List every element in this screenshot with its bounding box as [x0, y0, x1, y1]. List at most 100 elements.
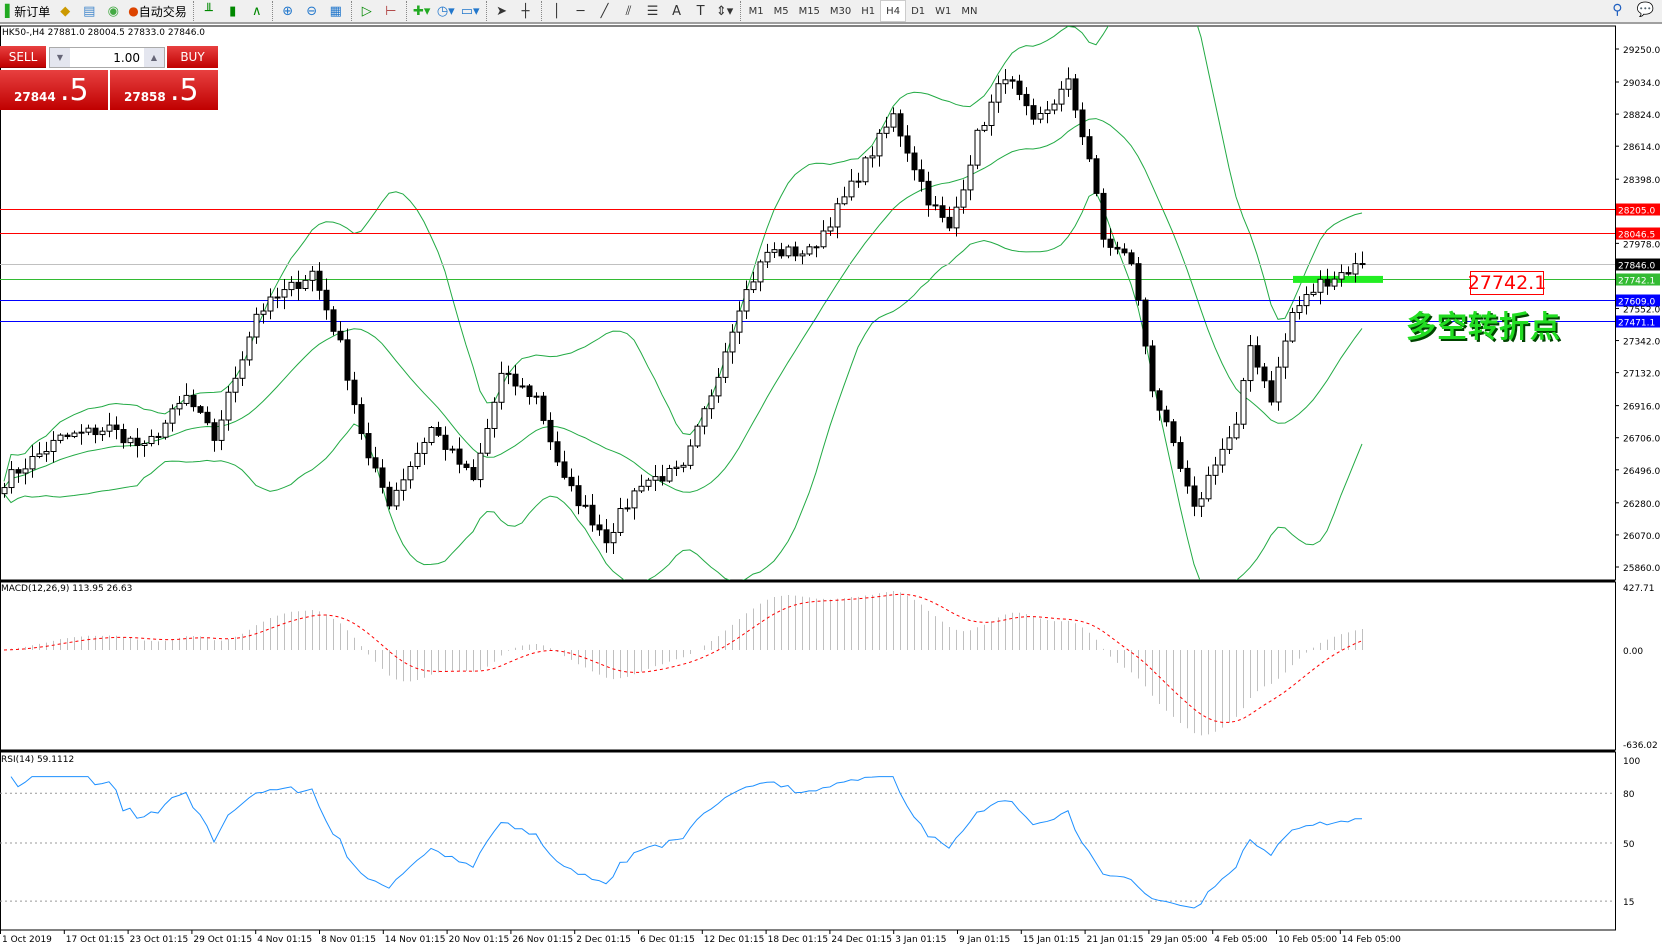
candle-bear: [1128, 252, 1135, 265]
candle-bull: [85, 427, 92, 433]
timeframe-w1[interactable]: W1: [935, 5, 952, 17]
fibonacci-icon[interactable]: ☰: [646, 3, 659, 19]
indicators-icon[interactable]: ✚▾: [413, 3, 431, 19]
candle: [988, 94, 995, 136]
rsi-axis-label: 100: [1623, 757, 1640, 767]
text-label-icon[interactable]: T: [696, 3, 705, 19]
timeframe-m30[interactable]: M30: [829, 5, 852, 17]
candle-bear: [316, 270, 323, 291]
price-tag-bg: [1616, 315, 1660, 328]
price-annotation-label[interactable]: 27742.1: [1467, 271, 1547, 295]
buy-button[interactable]: BUY: [167, 46, 218, 68]
price-axis-label: 29250.0: [1623, 46, 1660, 56]
sell-price-button[interactable]: 27844 .5: [0, 70, 108, 110]
sell-button[interactable]: SELL: [0, 46, 46, 68]
timeframe-mn[interactable]: MN: [961, 5, 978, 17]
price-tag-bg: [1616, 227, 1660, 240]
arrows-icon[interactable]: ⇕▾: [715, 3, 734, 19]
turning-point-annotation[interactable]: 多空转折点: [1406, 310, 1561, 345]
candle-bull: [701, 408, 708, 427]
zoom-out-icon[interactable]: ⊖: [306, 3, 318, 19]
horizontal-line-icon[interactable]: ─: [576, 3, 585, 19]
tile-windows-icon[interactable]: ▦: [329, 3, 342, 19]
candle: [659, 464, 666, 486]
chart-shift-icon[interactable]: ▷: [361, 3, 372, 19]
candle: [407, 461, 414, 489]
candle: [470, 459, 477, 482]
candle: [1261, 362, 1268, 389]
candle-bear: [589, 504, 596, 526]
navigator-icon[interactable]: ▤: [83, 3, 96, 19]
candle: [603, 519, 610, 553]
auto-trading-button[interactable]: ● 自动交易: [125, 0, 190, 22]
trendline-icon[interactable]: ╱: [600, 3, 609, 19]
candle-bear: [1345, 272, 1352, 275]
crosshair-icon[interactable]: ┼: [521, 3, 530, 19]
candle: [750, 271, 757, 293]
candle: [1142, 297, 1149, 355]
candle-bull: [953, 206, 960, 229]
candle-bear: [463, 463, 470, 469]
candle-bull: [638, 485, 645, 492]
candle: [799, 250, 806, 265]
timeframe-d1[interactable]: D1: [911, 5, 926, 17]
vertical-line-icon[interactable]: │: [552, 3, 561, 19]
search-icon[interactable]: ⚲: [1612, 2, 1623, 18]
candle-bull: [1205, 474, 1212, 500]
price-axis-label: 28614.0: [1623, 143, 1660, 153]
candle-bull: [967, 164, 974, 191]
timeframe-m5[interactable]: M5: [773, 5, 789, 17]
timeframe-m1[interactable]: M1: [748, 5, 764, 17]
candle: [78, 424, 85, 445]
candle-bear: [1142, 299, 1149, 347]
candle-bull: [50, 439, 57, 452]
lot-size-input[interactable]: ▼ 1.00 ▲: [49, 47, 165, 68]
candle: [624, 498, 631, 512]
lot-decrease-button[interactable]: ▼: [50, 48, 70, 67]
candle: [680, 462, 687, 473]
time-axis-label: 29 Jan 05:00: [1150, 935, 1207, 945]
candle-bear: [1324, 278, 1331, 287]
candle-bear: [540, 395, 547, 421]
metaeditor-icon[interactable]: ◆: [60, 3, 71, 19]
timeframe-h1[interactable]: H1: [861, 5, 876, 17]
separator: [739, 1, 741, 21]
candle: [400, 468, 407, 501]
line-chart-icon[interactable]: ∧: [251, 3, 262, 19]
time-axis-label: 9 Jan 01:15: [959, 935, 1010, 945]
candle: [50, 431, 57, 463]
candle-bull: [260, 310, 267, 315]
lot-value[interactable]: 1.00: [113, 50, 140, 65]
separator: [192, 1, 194, 21]
candle-bull: [1002, 79, 1009, 85]
auto-trading-label: 自动交易: [138, 4, 187, 19]
signals-icon[interactable]: ◉: [107, 3, 119, 19]
buy-price-button[interactable]: 27858 .5: [110, 70, 218, 110]
periods-icon[interactable]: ◷▾: [436, 3, 455, 19]
candle: [442, 426, 449, 461]
candlestick-icon[interactable]: ▮: [229, 3, 237, 19]
zoom-in-icon[interactable]: ⊕: [282, 3, 294, 19]
equidistant-channel-icon[interactable]: ⫽: [625, 3, 632, 19]
lot-increase-button[interactable]: ▲: [144, 48, 164, 67]
autoscroll-icon[interactable]: ⊢: [385, 3, 397, 19]
candle-bull: [477, 452, 484, 481]
candle-bear: [1093, 158, 1100, 194]
cursor-icon[interactable]: ➤: [496, 3, 508, 19]
bar-chart-icon[interactable]: ╨: [204, 3, 213, 19]
chat-icon[interactable]: 💬: [1636, 2, 1654, 18]
new-order-button[interactable]: ▌ 新订单: [5, 4, 51, 19]
candle: [764, 243, 771, 269]
candle-bull: [43, 450, 50, 455]
candle-bull: [890, 113, 897, 128]
timeframe-m15[interactable]: M15: [798, 5, 820, 17]
candle-bear: [358, 404, 365, 435]
candle: [211, 418, 218, 452]
templates-icon[interactable]: ▭▾: [460, 3, 480, 19]
candle: [218, 410, 225, 451]
timeframe-h4[interactable]: H4: [880, 0, 907, 22]
text-icon[interactable]: A: [672, 3, 682, 19]
candle: [309, 266, 316, 292]
candle-bear: [568, 476, 575, 487]
